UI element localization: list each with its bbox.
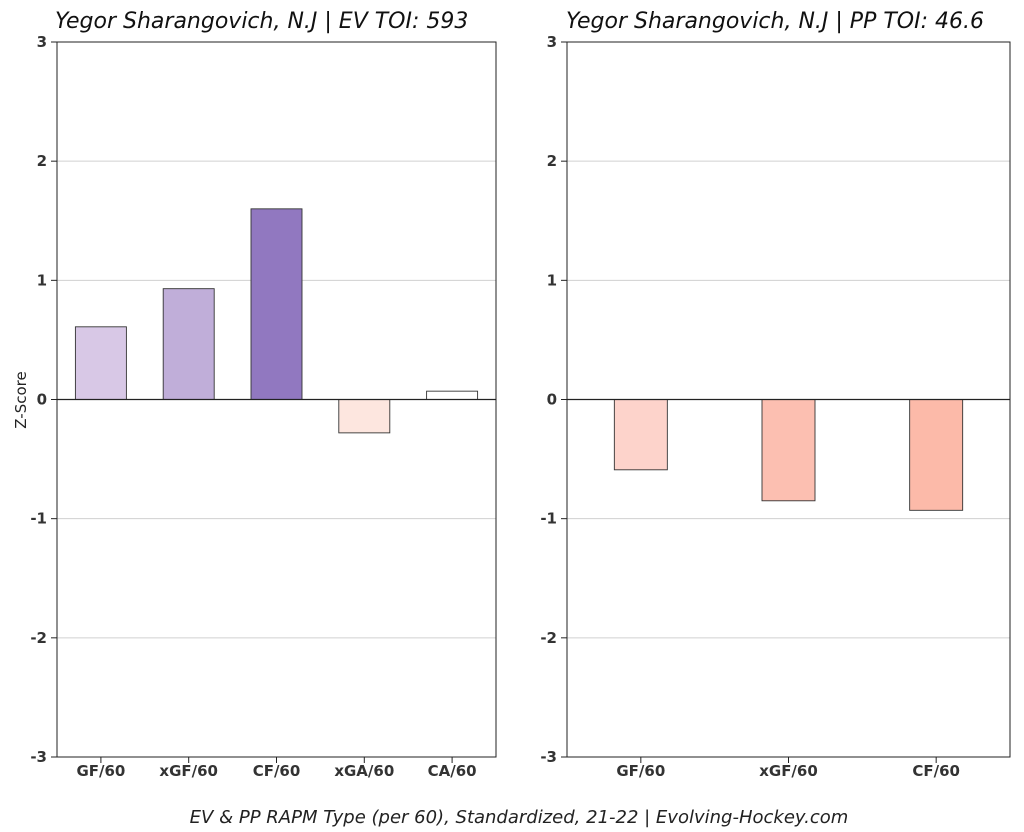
ev-y-tick-label: 0 [37,391,47,409]
ev-x-tick-label: xGF/60 [159,762,218,780]
ev-y-tick-label: 1 [37,271,47,289]
ev-bar-ca-60 [426,390,479,400]
ev-bar-cf-60 [250,208,303,400]
ev-y-tick-label: -1 [30,510,47,528]
ev-bar-xgf-60 [162,288,215,400]
ev-y-tick-label: -3 [30,748,47,766]
ev-x-tick-label: CF/60 [253,762,301,780]
y-axis-label: Z-Score [12,371,30,428]
pp-y-tick-label: -2 [540,629,557,647]
pp-plot-frame [566,41,1011,758]
pp-chart-title: Yegor Sharangovich, N.J | PP TOI: 46.6 [566,9,984,34]
ev-chart-title: Yegor Sharangovich, N.J | EV TOI: 593 [55,9,468,34]
pp-x-tick-label: xGF/60 [759,762,818,780]
pp-bar-xgf-60 [761,399,816,502]
pp-y-tick-label: 1 [547,271,557,289]
pp-y-tick-label: -1 [540,510,557,528]
figure-caption: EV & PP RAPM Type (per 60), Standardized… [190,807,849,828]
ev-rapm-chart: 3 2 1 0 -1 -2 -3 GF/60 xGF/60 CF/60 xGA/60 CA/60 [30,33,497,780]
ev-x-tick-label: xGA/60 [334,762,394,780]
pp-rapm-chart: 3 2 1 0 -1 -2 -3 GF/60 xGF/60 CF/60 [540,33,1011,780]
ev-bar-gf-60 [74,326,127,400]
pp-bar-gf-60 [613,399,668,471]
pp-x-tick-label: GF/60 [616,762,665,780]
ev-y-tick-label: 2 [37,152,47,170]
pp-bar-cf-60 [909,399,964,511]
ev-bar-xga-60 [338,399,391,434]
pp-y-tick-label: -3 [540,748,557,766]
ev-y-tick-label: 3 [37,33,47,51]
pp-y-tick-label: 2 [547,152,557,170]
ev-x-tick-label: GF/60 [76,762,125,780]
ev-plot-frame [56,41,497,758]
pp-y-tick-label: 3 [547,33,557,51]
ev-y-tick-label: -2 [30,629,47,647]
pp-x-tick-label: CF/60 [912,762,960,780]
pp-y-tick-label: 0 [547,391,557,409]
ev-x-tick-label: CA/60 [428,762,477,780]
